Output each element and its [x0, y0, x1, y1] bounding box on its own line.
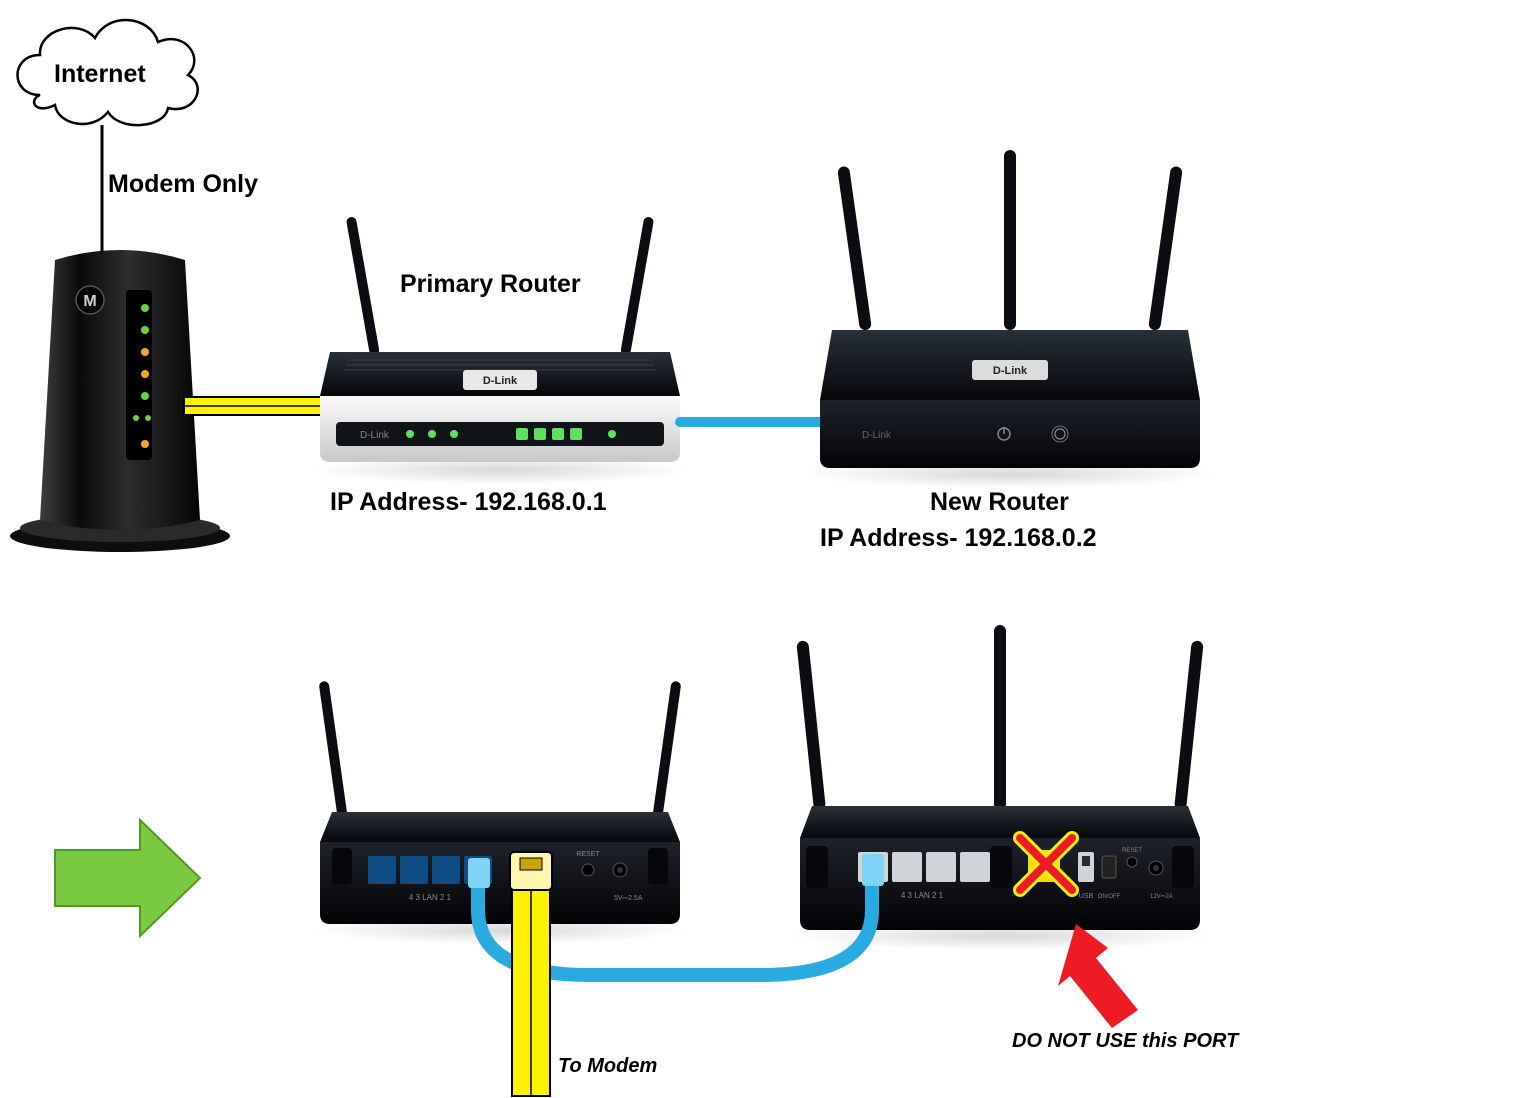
- svg-text:M: M: [83, 293, 96, 310]
- green-arrow-icon: [55, 820, 200, 936]
- primary-router-label: Primary Router: [400, 270, 581, 299]
- new-router-back: 4 3 LAN 2 1 USB ON/OFF RESET 12V⎓2A: [790, 625, 1210, 950]
- new-router-label: New Router: [930, 488, 1069, 517]
- svg-text:ON/OFF: ON/OFF: [1098, 894, 1121, 900]
- network-diagram: M D-Link D-Link: [0, 0, 1531, 1098]
- svg-text:RESET: RESET: [576, 851, 600, 858]
- svg-text:4 3 LAN 2 1: 4 3 LAN 2 1: [409, 893, 452, 902]
- primary-ip-label: IP Address- 192.168.0.1: [330, 488, 607, 517]
- do-not-use-label: DO NOT USE this PORT: [1012, 1030, 1238, 1053]
- primary-router-front: D-Link D-Link: [310, 216, 690, 484]
- svg-text:USB: USB: [1079, 893, 1094, 900]
- primary-router-back: 4 3 LAN 2 1 RESET 5V⎓2.5A: [310, 681, 690, 944]
- svg-text:D-Link: D-Link: [993, 365, 1028, 377]
- svg-text:5V⎓2.5A: 5V⎓2.5A: [614, 895, 643, 902]
- svg-text:D-Link: D-Link: [360, 430, 390, 441]
- new-router-front: D-Link D-Link: [800, 150, 1220, 488]
- svg-text:12V⎓2A: 12V⎓2A: [1150, 894, 1173, 900]
- svg-text:RESET: RESET: [1122, 848, 1142, 854]
- svg-text:4 3 LAN 2 1: 4 3 LAN 2 1: [901, 891, 944, 900]
- svg-text:D-Link: D-Link: [483, 375, 518, 387]
- new-ip-label: IP Address- 192.168.0.2: [820, 524, 1097, 553]
- cable-to-modem: [510, 852, 552, 1096]
- internet-label: Internet: [54, 60, 146, 89]
- to-modem-label: To Modem: [558, 1055, 657, 1078]
- svg-text:D-Link: D-Link: [862, 430, 892, 441]
- cable-modem-to-primary: [184, 397, 324, 415]
- modem-only-label: Modem Only: [108, 170, 258, 199]
